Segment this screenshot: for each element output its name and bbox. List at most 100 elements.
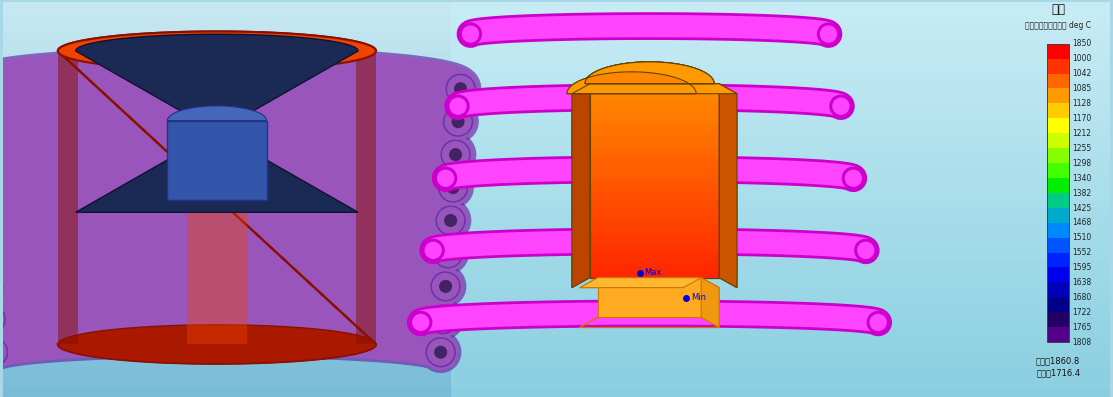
Circle shape	[431, 306, 456, 332]
Bar	[3, 170, 451, 180]
Bar	[590, 196, 719, 200]
Bar	[590, 238, 719, 243]
Bar	[590, 161, 719, 165]
Polygon shape	[76, 34, 358, 212]
Bar	[590, 145, 719, 150]
Bar	[451, 387, 1110, 397]
Bar	[590, 266, 719, 270]
Bar	[3, 41, 451, 52]
Text: 1765: 1765	[1072, 323, 1092, 332]
Bar	[590, 172, 719, 177]
Bar	[590, 204, 719, 208]
Bar	[1047, 133, 1070, 148]
Polygon shape	[567, 62, 737, 94]
Text: Min: Min	[691, 293, 707, 302]
Bar	[590, 270, 719, 274]
Polygon shape	[701, 278, 719, 328]
Bar	[590, 223, 719, 227]
Bar	[1047, 148, 1070, 163]
Bar	[590, 176, 719, 181]
Bar	[590, 145, 719, 150]
Bar	[590, 204, 719, 208]
Bar	[590, 153, 719, 158]
Bar	[590, 149, 719, 154]
Text: 1170: 1170	[1072, 114, 1092, 123]
Text: 1298: 1298	[1072, 159, 1091, 168]
Bar	[451, 179, 1110, 190]
Bar	[590, 106, 719, 111]
Bar	[1047, 223, 1070, 238]
Circle shape	[410, 312, 432, 333]
Bar	[590, 180, 719, 185]
Bar	[590, 207, 719, 212]
Bar	[590, 91, 719, 95]
Bar	[590, 110, 719, 115]
Polygon shape	[580, 278, 701, 287]
Bar	[451, 219, 1110, 229]
Bar	[590, 215, 719, 220]
Bar	[3, 209, 451, 220]
Bar	[451, 91, 1110, 101]
Bar	[451, 120, 1110, 131]
Bar	[590, 192, 719, 196]
Circle shape	[846, 170, 861, 186]
Circle shape	[447, 76, 473, 102]
Bar	[590, 83, 719, 88]
Bar	[451, 170, 1110, 180]
Polygon shape	[356, 51, 376, 344]
Bar	[1047, 252, 1070, 268]
Bar	[1047, 178, 1070, 193]
Polygon shape	[719, 84, 737, 287]
Circle shape	[820, 26, 837, 42]
Bar	[1047, 327, 1070, 342]
Bar	[590, 262, 719, 266]
Bar	[1047, 297, 1070, 312]
Bar	[1047, 44, 1070, 342]
Circle shape	[425, 243, 441, 258]
Bar	[590, 106, 719, 111]
Bar	[590, 87, 719, 92]
Bar	[590, 262, 719, 266]
Polygon shape	[701, 278, 719, 328]
Bar	[3, 367, 451, 377]
Bar	[451, 337, 1110, 348]
Bar	[451, 61, 1110, 71]
Bar	[590, 176, 719, 181]
Bar	[1047, 103, 1070, 119]
Circle shape	[830, 95, 851, 117]
Bar	[451, 71, 1110, 81]
Bar	[451, 100, 1110, 111]
Bar	[3, 91, 451, 101]
Bar	[598, 278, 702, 318]
Polygon shape	[580, 278, 701, 287]
Bar	[3, 179, 451, 190]
Bar	[1047, 268, 1070, 283]
Bar	[590, 99, 719, 103]
Text: 1382: 1382	[1072, 189, 1091, 198]
Bar	[3, 249, 451, 259]
Bar	[590, 200, 719, 204]
Bar	[590, 95, 719, 99]
Circle shape	[441, 140, 470, 169]
Circle shape	[0, 272, 2, 301]
Bar	[590, 196, 719, 200]
Bar	[590, 246, 719, 251]
Polygon shape	[567, 62, 737, 94]
Bar	[451, 2, 1110, 12]
Circle shape	[450, 149, 462, 160]
Bar	[590, 254, 719, 258]
Circle shape	[447, 95, 469, 117]
Circle shape	[455, 83, 466, 94]
Bar	[451, 140, 1110, 150]
Text: 1468: 1468	[1072, 218, 1092, 227]
Bar	[598, 278, 702, 318]
Bar	[3, 308, 451, 318]
Bar	[451, 288, 1110, 298]
Circle shape	[0, 306, 3, 332]
Bar	[590, 130, 719, 134]
Circle shape	[434, 239, 463, 268]
Bar	[451, 189, 1110, 200]
Bar	[451, 81, 1110, 91]
Bar	[590, 184, 719, 189]
Bar	[590, 254, 719, 258]
